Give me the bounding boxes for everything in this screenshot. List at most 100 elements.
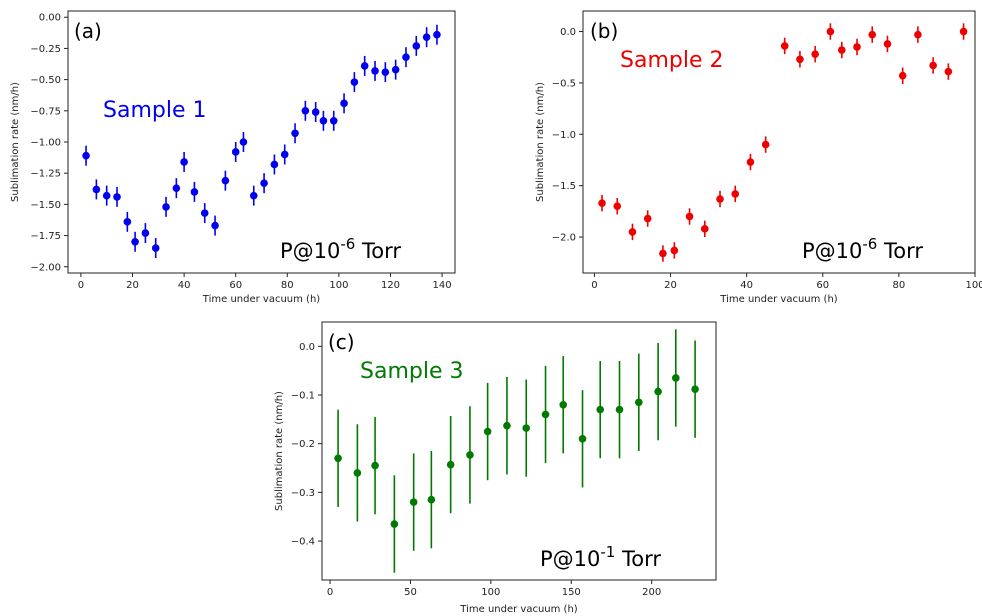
y-axis-label: Sublimation rate (nm/h)	[10, 82, 21, 202]
sample-label: Sample 3	[360, 359, 463, 384]
data-point	[837, 46, 846, 54]
data-point	[280, 150, 289, 159]
data-point	[371, 67, 379, 75]
plot-frame	[582, 10, 976, 274]
data-point	[270, 160, 279, 169]
data-point	[162, 203, 170, 211]
data-point	[615, 405, 624, 414]
chart-panel-3: 0 50 100 150 200 0.0 −0.1 −0.2 −0.3 −0.4 Time unde…	[274, 321, 717, 615]
data-point	[422, 33, 431, 41]
data-point	[541, 410, 550, 419]
data-point	[643, 214, 652, 223]
data-point	[898, 71, 907, 80]
x-tick-label: 100	[329, 280, 348, 291]
data-point	[172, 184, 181, 192]
y-tick-label: −0.4	[291, 537, 315, 548]
y-tick-label: −2.0	[552, 233, 576, 244]
data-point	[853, 43, 861, 51]
data-point	[311, 108, 320, 116]
x-tick-label: 100	[965, 280, 982, 291]
data-point	[685, 212, 694, 221]
data-point	[381, 68, 390, 76]
x-tick-label: 40	[178, 280, 191, 291]
data-point	[131, 238, 139, 246]
x-tick-label: 20	[664, 280, 677, 291]
data-point	[409, 498, 418, 506]
data-point	[239, 138, 248, 146]
data-point	[691, 385, 699, 393]
data-point	[402, 53, 410, 61]
data-point	[371, 461, 379, 470]
data-point	[598, 199, 606, 207]
y-tick-label: −0.75	[30, 106, 61, 117]
data-point	[654, 387, 662, 396]
y-tick-label: −0.50	[30, 75, 61, 86]
y-tick-label: 0.00	[39, 13, 61, 24]
data-point	[659, 249, 667, 258]
data-point	[391, 65, 400, 74]
data-point	[596, 405, 605, 414]
x-tick-label: 80	[281, 280, 294, 291]
data-point	[959, 27, 968, 36]
data-point	[123, 218, 132, 226]
pressure-annotation: P@10-6 Torr	[280, 235, 401, 263]
pressure-suffix: Torr	[615, 547, 661, 571]
pressure-exponent: -1	[600, 543, 615, 561]
data-point	[102, 191, 111, 200]
data-point	[221, 176, 230, 185]
chart-panel-1: 0 20 40 60 80 100 120 140 0.00 −0.25 −0.50 −0.75 −1.…	[10, 10, 456, 305]
data-point	[628, 228, 637, 236]
data-point	[353, 469, 362, 477]
sample-label: Sample 1	[103, 98, 206, 123]
data-point	[811, 50, 819, 58]
y-tick-label: −1.75	[30, 231, 61, 242]
x-tick-label: 140	[433, 280, 452, 291]
pressure-prefix: P@10	[280, 239, 340, 263]
pressure-prefix: P@10	[540, 547, 600, 571]
y-tick-label: −0.25	[30, 44, 61, 55]
data-point	[671, 374, 680, 382]
y-tick-label: −0.2	[291, 439, 315, 450]
y-tick-label: −0.1	[291, 391, 315, 402]
y-tick-label: 0.0	[560, 27, 576, 38]
data-point	[929, 61, 937, 70]
data-point	[113, 193, 121, 201]
data-point	[883, 40, 892, 48]
chart-panel-2: 0 20 40 60 80 100 0.0 −0.5 −1.0 −1.5 −2.0 Time unde…	[535, 10, 982, 305]
data-point	[82, 151, 90, 160]
x-tick-label: 50	[404, 587, 417, 598]
data-point	[141, 229, 150, 237]
data-point	[340, 99, 348, 108]
data-point	[329, 116, 338, 125]
y-tick-label: −1.25	[30, 169, 61, 180]
data-point	[334, 454, 342, 463]
y-tick-label: −0.5	[552, 78, 576, 89]
data-point	[446, 460, 455, 469]
y-tick-label: 0.0	[299, 342, 315, 353]
data-point	[433, 30, 441, 39]
plot-frame	[321, 321, 717, 581]
data-point	[944, 67, 953, 76]
x-axis-label: Time under vacuum (h)	[202, 294, 320, 305]
data-point	[613, 202, 622, 211]
data-point	[700, 225, 709, 233]
y-tick-label: −1.5	[552, 181, 576, 192]
y-tick-label: −0.3	[291, 488, 315, 499]
data-point	[291, 129, 299, 138]
data-point	[92, 185, 101, 194]
data-point	[319, 116, 328, 125]
x-tick-label: 0	[327, 587, 333, 598]
x-tick-label: 100	[481, 587, 500, 598]
x-axis-label: Time under vacuum (h)	[459, 604, 577, 615]
x-tick-label: 150	[562, 587, 581, 598]
data-point	[522, 424, 531, 432]
panel-label: (b)	[590, 19, 618, 43]
pressure-annotation: P@10-6 Torr	[802, 235, 923, 263]
data-point	[761, 140, 770, 149]
data-point	[412, 42, 421, 50]
data-point	[231, 148, 240, 156]
pressure-exponent: -6	[340, 235, 355, 253]
x-tick-label: 0	[591, 280, 597, 291]
y-tick-label: −2.00	[30, 262, 61, 273]
data-point	[200, 209, 209, 217]
